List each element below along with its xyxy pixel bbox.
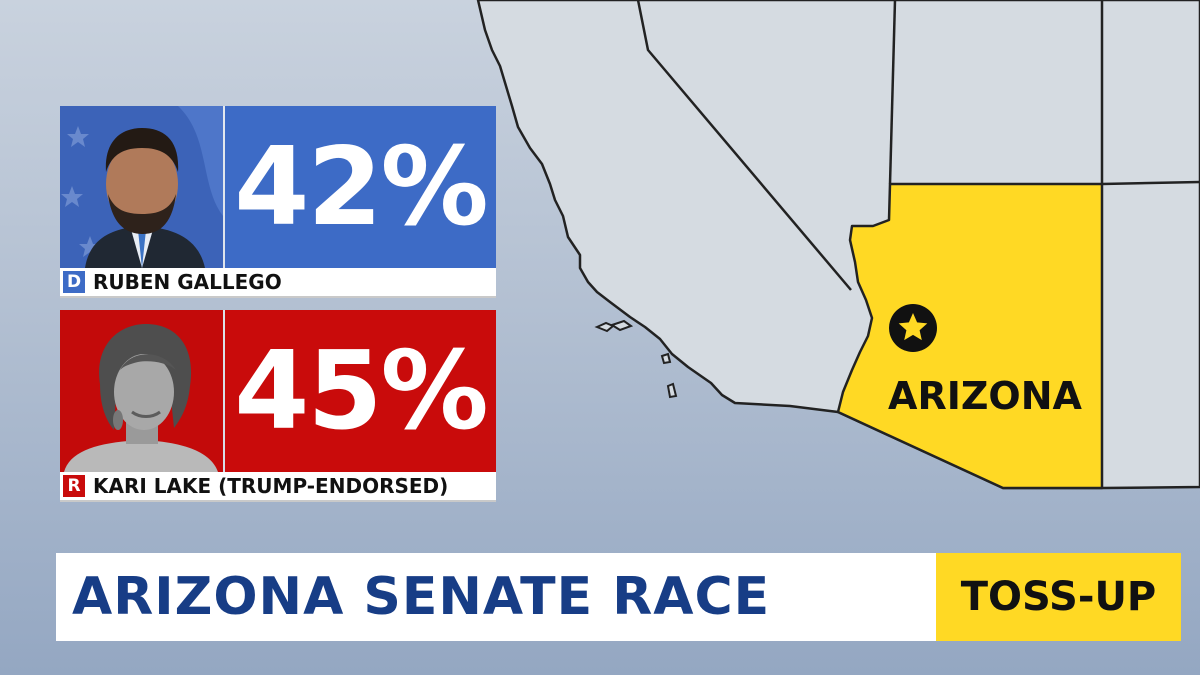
state-label: ARIZONA — [888, 374, 1082, 418]
island — [609, 319, 634, 332]
race-rating-badge: TOSS-UP — [936, 553, 1181, 641]
percent-box-democrat: 42% — [225, 106, 496, 268]
candidate-name-lake: KARI LAKE (TRUMP-ENDORSED) — [93, 474, 449, 498]
island — [666, 382, 678, 399]
candidate-name-gallego: RUBEN GALLEGO — [93, 270, 282, 294]
percent-lake: 45% — [234, 328, 489, 454]
candidate-photo-lake — [60, 310, 223, 472]
percent-gallego: 42% — [234, 124, 489, 250]
state-borders — [636, 0, 1200, 291]
card-divider — [223, 310, 225, 472]
race-banner: ARIZONA SENATE RACE TOSS-UP — [56, 553, 1181, 641]
percent-box-republican: 45% — [225, 310, 496, 472]
party-badge-democrat: D — [63, 271, 85, 293]
candidate-label-bar: D RUBEN GALLEGO — [60, 268, 496, 298]
arizona-state — [836, 182, 1104, 490]
race-title: ARIZONA SENATE RACE — [72, 567, 771, 627]
candidate-label-bar: R KARI LAKE (TRUMP-ENDORSED) — [60, 472, 496, 502]
candidate-card-democrat: 42% D RUBEN GALLEGO — [60, 106, 496, 298]
party-badge-republican: R — [63, 475, 85, 497]
island — [660, 352, 672, 365]
island — [594, 321, 615, 333]
candidate-card-republican: 45% R KARI LAKE (TRUMP-ENDORSED) — [60, 310, 496, 502]
star-icon — [898, 313, 928, 341]
card-divider — [223, 106, 225, 268]
candidate-photo-gallego — [60, 106, 223, 268]
